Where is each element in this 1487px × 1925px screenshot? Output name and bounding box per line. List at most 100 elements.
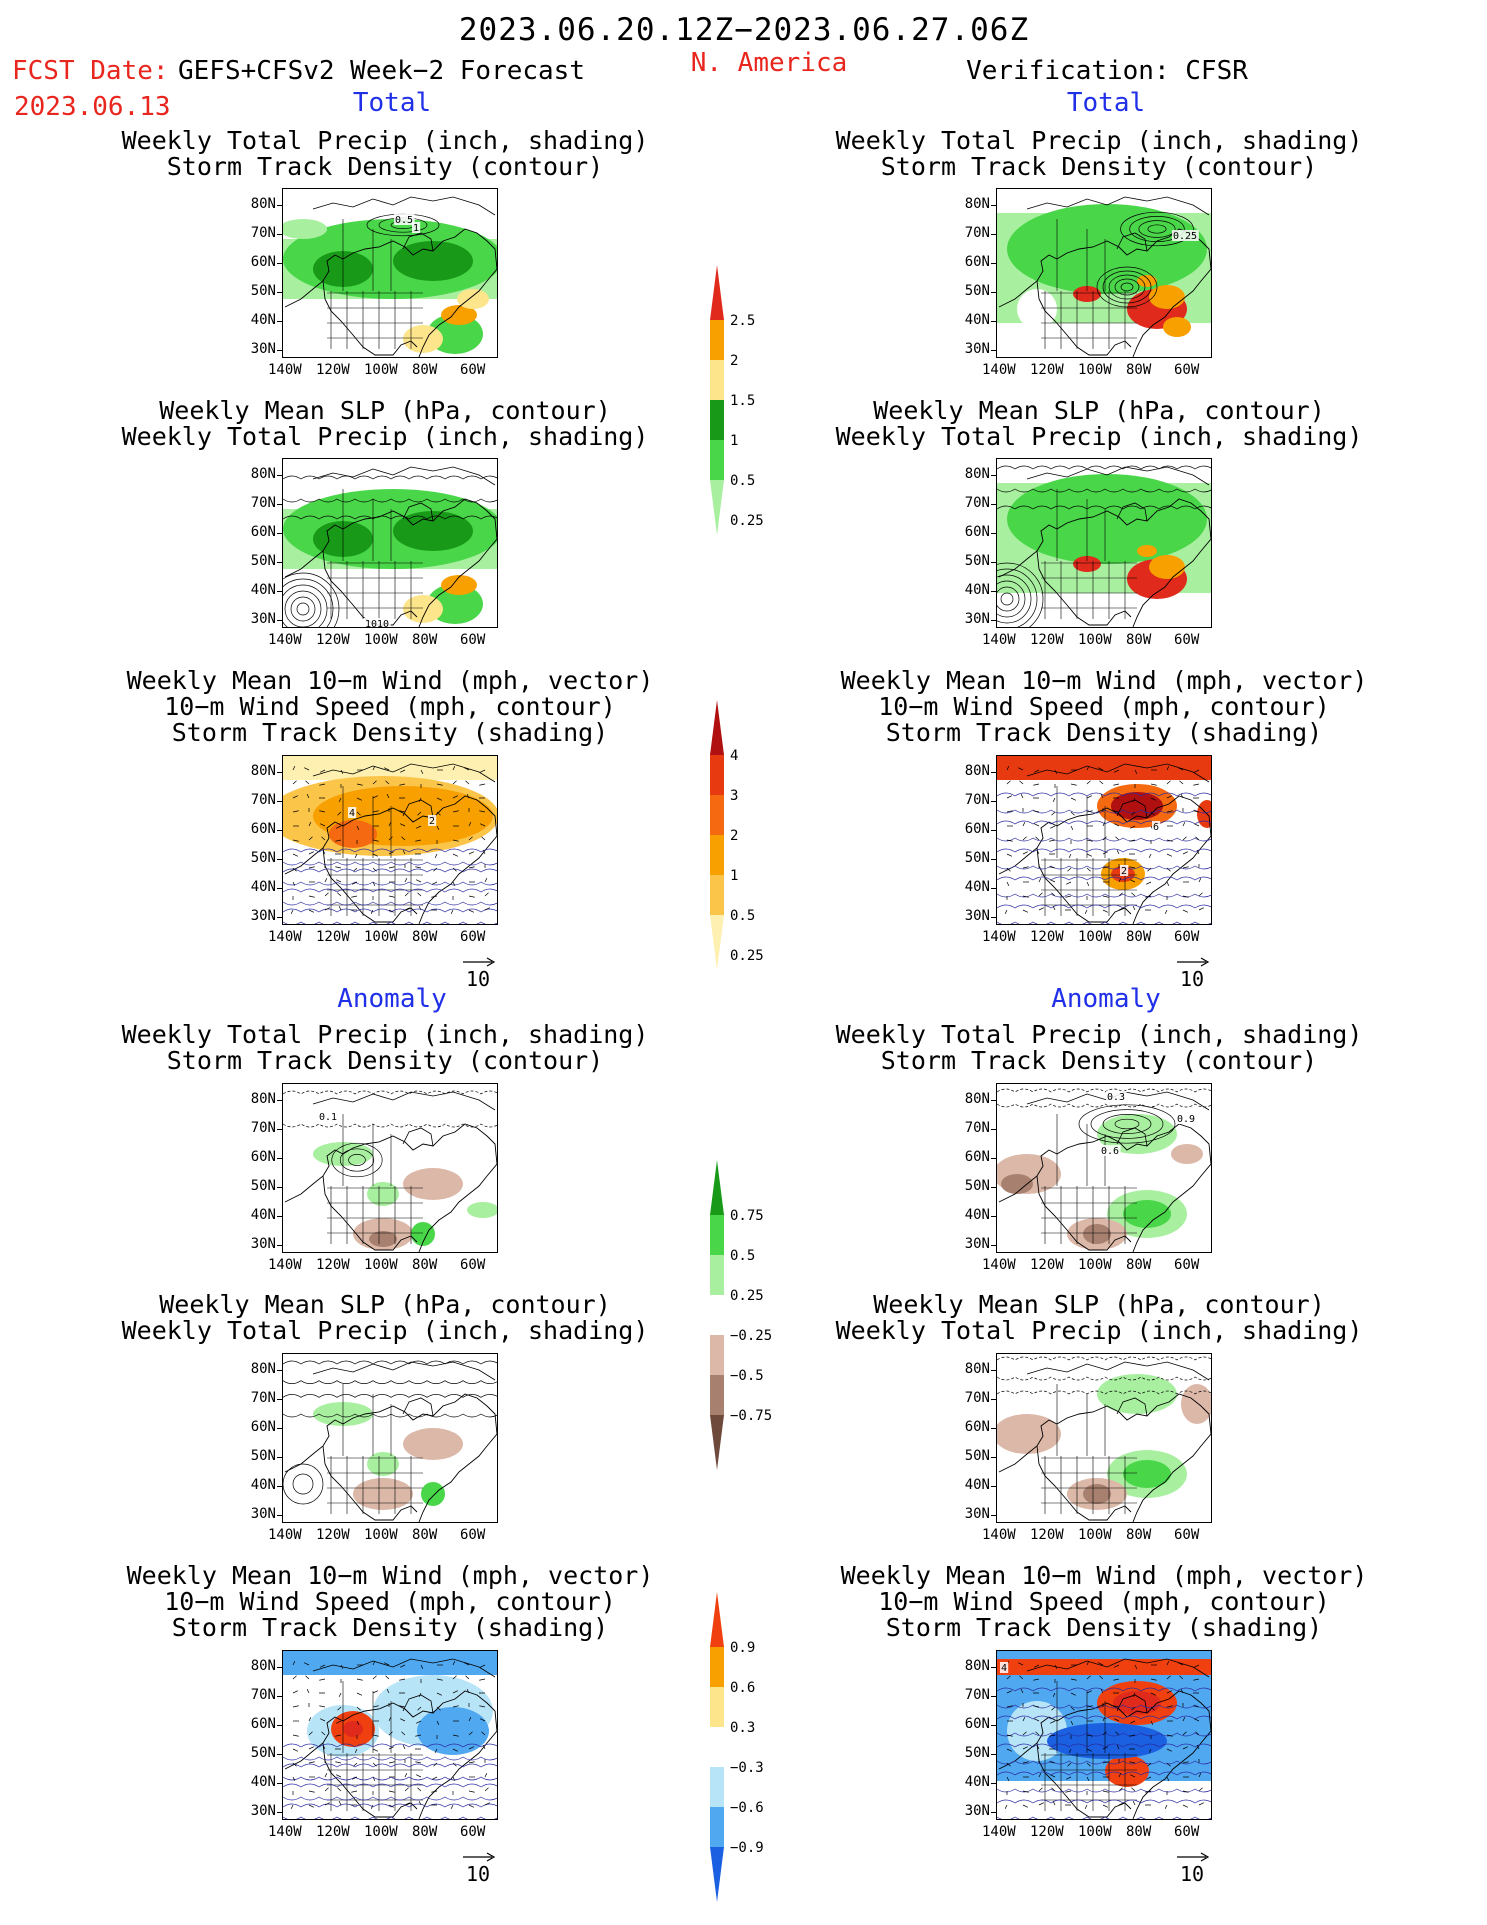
lat-tick — [277, 591, 283, 592]
lon-tick-label: 140W — [268, 1527, 302, 1543]
lon-tick-label: 60W — [460, 1824, 486, 1840]
colorbar-segment — [710, 400, 724, 440]
lat-tick — [991, 350, 997, 351]
lon-tick-label: 80W — [1126, 1527, 1152, 1543]
colorbar-label: 0.25 — [730, 1288, 764, 1304]
lat-tick — [277, 1370, 283, 1371]
lon-tick-label: 80W — [1126, 1824, 1152, 1840]
lon-tick-label: 100W — [1078, 362, 1112, 378]
lat-tick-label: 50N — [964, 553, 990, 569]
lat-tick — [991, 1667, 997, 1668]
lat-tick-label: 40N — [250, 312, 276, 328]
colorbar-label: −0.9 — [730, 1840, 764, 1856]
colorbar-segment — [710, 755, 724, 795]
lat-tick — [991, 205, 997, 206]
lat-tick — [277, 1812, 283, 1813]
lat-tick-label: 70N — [964, 1390, 990, 1406]
lat-tick-label: 50N — [250, 1178, 276, 1194]
lon-tick-label: 60W — [1174, 362, 1200, 378]
lat-tick — [991, 917, 997, 918]
lat-tick — [277, 917, 283, 918]
colorbar-segment — [710, 795, 724, 835]
lat-tick — [991, 1129, 997, 1130]
lat-tick — [991, 1754, 997, 1755]
lon-tick-label: 80W — [412, 632, 438, 648]
lat-tick — [991, 533, 997, 534]
colorbar-segment — [710, 835, 724, 875]
contour-label: 1010 — [365, 619, 389, 628]
lat-tick-label: 50N — [964, 1745, 990, 1761]
colorbar-segment — [710, 440, 724, 480]
colorbar-label: −0.3 — [730, 1760, 764, 1776]
left-anomaly-label: Anomaly — [337, 984, 447, 1014]
lat-tick-label: 70N — [964, 792, 990, 808]
lat-tick-label: 60N — [250, 524, 276, 540]
map-forecast-slp-total: 1010 — [282, 458, 498, 628]
lat-tick — [277, 859, 283, 860]
lon-tick-label: 120W — [1030, 929, 1064, 945]
map-canvas — [283, 1360, 497, 1522]
lon-tick-label: 80W — [412, 1527, 438, 1543]
colorbar-canvas: 2.5 2 1.5 1 0.5 0.25 — [710, 265, 764, 535]
panel-title-r3: Weekly Mean 10−m Wind (mph, vector) 10−m … — [840, 666, 1368, 747]
lon-tick-label: 80W — [1126, 929, 1152, 945]
lat-tick — [991, 1428, 997, 1429]
colorbar-segment — [710, 320, 724, 360]
contour-label: 2 — [1121, 866, 1127, 877]
colorbar-label: 3 — [730, 788, 738, 804]
lon-tick-label: 140W — [982, 1527, 1016, 1543]
lat-tick-label: 30N — [964, 341, 990, 357]
lon-tick-label: 100W — [1078, 632, 1112, 648]
lat-tick — [991, 1457, 997, 1458]
lat-tick-label: 50N — [250, 850, 276, 866]
lat-tick — [991, 620, 997, 621]
lat-tick — [991, 830, 997, 831]
lat-tick — [277, 1158, 283, 1159]
colorbar-label: −0.5 — [730, 1368, 764, 1384]
panel-title-l3: Weekly Mean 10−m Wind (mph, vector) 10−m … — [126, 666, 654, 747]
panel-title-l2: Weekly Mean SLP (hPa, contour) Weekly Tot… — [121, 396, 649, 451]
map-canvas — [997, 465, 1211, 627]
lat-tick-label: 50N — [250, 1448, 276, 1464]
lat-tick-label: 80N — [250, 1091, 276, 1107]
lat-tick — [277, 1754, 283, 1755]
colorbar-precip-total: 2.5 2 1.5 1 0.5 0.25 — [710, 265, 790, 535]
lat-tick — [277, 1187, 283, 1188]
lat-tick-label: 30N — [250, 908, 276, 924]
lon-tick-label: 120W — [1030, 362, 1064, 378]
colorbar-label: 1 — [730, 433, 738, 449]
vector-ref-l6: 10 — [462, 1852, 496, 1886]
colorbar-label: 0.6 — [730, 1680, 755, 1696]
lat-tick — [277, 504, 283, 505]
contour-label: 0.5 — [395, 215, 413, 226]
lat-tick — [277, 1129, 283, 1130]
map-verif-slp-total — [996, 458, 1212, 628]
lat-tick-label: 60N — [964, 1419, 990, 1435]
lat-tick-label: 80N — [250, 1361, 276, 1377]
lon-tick-label: 140W — [268, 1257, 302, 1273]
lat-tick-label: 80N — [964, 763, 990, 779]
lat-tick — [277, 772, 283, 773]
lat-tick — [277, 1725, 283, 1726]
colorbar-segment — [710, 360, 724, 400]
lat-tick — [991, 1245, 997, 1246]
colorbar-segment — [710, 1727, 724, 1767]
lon-tick-label: 140W — [982, 929, 1016, 945]
region-label: N. America — [690, 48, 848, 78]
contour-label: 1 — [413, 223, 419, 234]
lon-tick-label: 60W — [460, 632, 486, 648]
colorbar-segment — [710, 1335, 724, 1375]
lon-tick-label: 80W — [1126, 1257, 1152, 1273]
contour-label: 0.6 — [1101, 1146, 1119, 1157]
lat-tick-label: 70N — [250, 225, 276, 241]
lat-tick — [991, 859, 997, 860]
lat-tick — [991, 1783, 997, 1784]
lat-tick — [277, 830, 283, 831]
lat-tick-label: 40N — [964, 582, 990, 598]
lat-tick-label: 60N — [964, 1716, 990, 1732]
lon-tick-label: 60W — [460, 362, 486, 378]
lat-tick — [991, 1399, 997, 1400]
lat-tick — [991, 1216, 997, 1217]
colorbar-segment — [710, 1807, 724, 1847]
lat-tick-label: 70N — [964, 225, 990, 241]
